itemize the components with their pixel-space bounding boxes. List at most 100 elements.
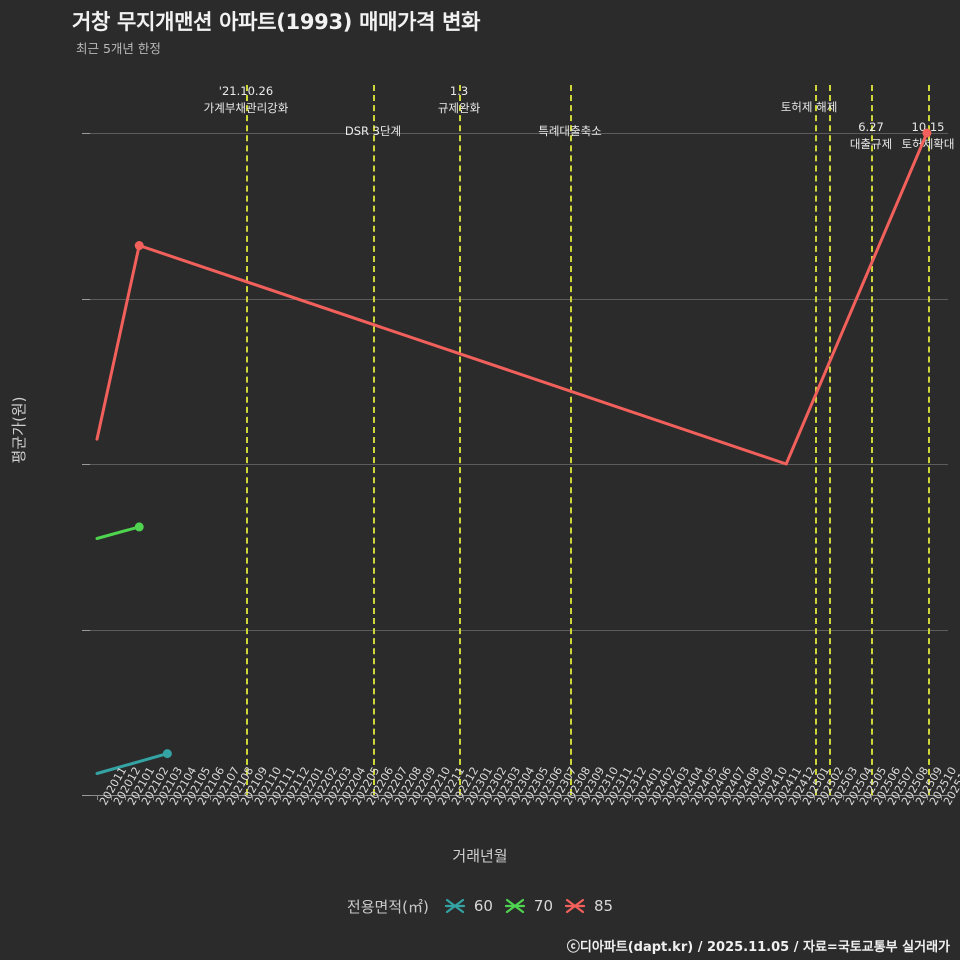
x-tick-mark [617,795,619,800]
event-name: 대출규제 [849,137,893,151]
x-tick-mark [490,795,492,800]
gridline [90,464,948,465]
y-tick-mark [82,629,90,631]
x-tick-mark [336,795,338,800]
x-tick-mark [125,795,127,800]
event-label: 토허제 해제 [780,100,838,114]
series-line [95,752,169,775]
x-tick-mark [575,795,577,800]
event-label: '21.10.26 가계부채관리강화 [204,83,289,117]
event-line [459,85,461,795]
x-tick-mark [687,795,689,800]
x-tick-mark [223,795,225,800]
event-line [871,85,873,795]
event-line [829,85,831,795]
x-tick-mark [800,795,802,800]
x-tick-mark [195,795,197,800]
legend-item[interactable]: 60 [444,895,493,917]
x-tick-mark [153,795,155,800]
x-tick-mark [884,795,886,800]
event-line [246,85,248,795]
x-tick-mark [350,795,352,800]
legend-label: 85 [594,897,614,915]
event-date: 10.15 [911,120,945,134]
x-tick-mark [462,795,464,800]
x-tick-mark [519,795,520,800]
x-tick-mark [265,795,267,800]
legend-label: 60 [473,897,493,915]
x-tick-mark [167,795,169,800]
x-tick-mark [308,795,310,800]
x-axis-title: 거래년월 [452,847,508,865]
x-tick-mark [97,795,99,800]
x-tick-mark [814,795,816,800]
series-line [95,131,929,466]
series-line [95,525,141,540]
x-tick-mark [603,795,605,800]
x-tick-mark [912,795,914,800]
page-title: 거창 무지개맨션 아파트(1993) 매매가격 변화 [72,10,481,34]
x-tick-mark [139,795,141,800]
event-label: 특례대출축소 [538,124,602,138]
x-tick-mark [786,795,788,800]
legend-marker-icon [444,898,465,914]
event-date: 6.27 [858,120,884,134]
x-tick-mark [729,795,731,800]
x-tick-mark [758,795,760,800]
x-tick-mark [181,795,183,800]
event-label: DSR 3단계 [344,124,402,138]
legend-label: 70 [533,897,553,915]
data-series [95,128,932,775]
legend-title: 전용면적(㎡) [346,897,429,916]
x-tick-mark [715,795,717,800]
x-tick-mark [111,795,113,800]
x-tick-mark [392,795,394,800]
x-tick-mark [448,795,450,800]
event-date: '21.10.26 [218,84,274,98]
event-name: 가계부채관리강화 [203,101,289,115]
legend-item[interactable]: 70 [504,895,553,917]
series-peak-marker [134,241,144,251]
y-tick-mark [82,298,90,300]
x-tick-mark [744,795,746,800]
x-tick-mark [279,795,281,800]
x-tick-mark [322,795,324,800]
footer-credit: ⓒ디아파트(dapt.kr) / 2025.11.05 / 자료=국토교통부 실… [566,940,950,955]
event-label: 10.15 토허제확대 [902,119,955,153]
x-tick-mark [476,795,478,800]
gridline [90,629,948,631]
series-endpoint-marker [134,522,144,532]
x-tick-mark [701,795,703,800]
y-tick-mark [82,464,90,465]
x-tick-mark [828,795,830,800]
x-tick-mark [547,795,549,800]
x-tick-mark [561,795,563,800]
page-subtitle: 최근 5개년 한정 [76,41,161,56]
event-name: 규제완화 [437,101,481,115]
x-tick-mark [251,795,253,800]
x-tick-mark [533,795,535,800]
x-tick-mark [364,795,366,800]
x-tick-mark [434,795,436,800]
legend-item[interactable]: 85 [564,895,613,917]
event-line [928,85,930,795]
x-tick-mark [293,795,295,800]
x-tick-mark [842,795,844,800]
x-tick-mark [645,795,647,800]
x-tick-mark [378,795,380,800]
legend: 전용면적(㎡) 60 70 85 [0,895,960,917]
x-tick-mark [504,795,506,800]
x-tick-mark [870,795,872,800]
x-tick-mark [237,795,239,800]
x-tick-mark [420,795,422,800]
y-axis-title: 평균가(원) [10,396,28,464]
event-line [815,85,817,795]
event-line [373,85,375,795]
event-label: 6.27 대출규제 [850,119,892,153]
x-tick-mark [631,795,633,800]
x-tick-mark [940,795,942,800]
y-tick-mark [82,795,90,796]
x-tick-mark [772,795,774,800]
gridline [90,133,948,134]
